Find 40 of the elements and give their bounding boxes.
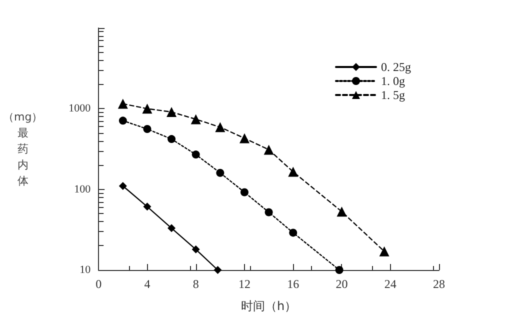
x-tick-label: 28 (433, 277, 445, 291)
point (264, 208, 273, 216)
x-tick-label: 20 (336, 277, 348, 291)
point (143, 124, 152, 133)
point (288, 166, 298, 177)
x-tick-label: 24 (384, 277, 396, 291)
point (166, 106, 177, 117)
x-tick-label: 4 (144, 277, 150, 291)
y-tick-label: 1000 (68, 102, 92, 115)
point (118, 116, 127, 125)
point (239, 133, 250, 144)
x-tick-label: 0 (96, 277, 102, 291)
point (335, 266, 344, 274)
y-tick-label: 100 (74, 183, 92, 196)
point (192, 245, 200, 254)
y-tick-label: 10 (80, 264, 92, 276)
point (336, 206, 347, 217)
point (118, 98, 128, 109)
point (240, 188, 248, 196)
point (216, 168, 224, 177)
point (168, 135, 176, 144)
x-tick-label: 12 (238, 277, 250, 291)
point (190, 114, 201, 124)
point (192, 150, 200, 159)
point (215, 122, 226, 132)
point (379, 246, 390, 256)
legend-label: 1. 0g (381, 74, 405, 88)
x-axis-title: 时间（h） (240, 299, 297, 313)
x-tick-label: 8 (192, 277, 199, 291)
point (142, 104, 152, 114)
point (143, 202, 152, 211)
point (264, 144, 274, 155)
legend-label: 0. 25g (381, 60, 411, 74)
point (289, 228, 298, 237)
y-axis-title: （mg）最药内体 (2, 110, 43, 188)
point (118, 182, 127, 190)
x-tick-label: 16 (287, 277, 300, 291)
point (214, 266, 222, 274)
legend-label: 1. 5g (381, 88, 405, 102)
point (168, 224, 176, 232)
